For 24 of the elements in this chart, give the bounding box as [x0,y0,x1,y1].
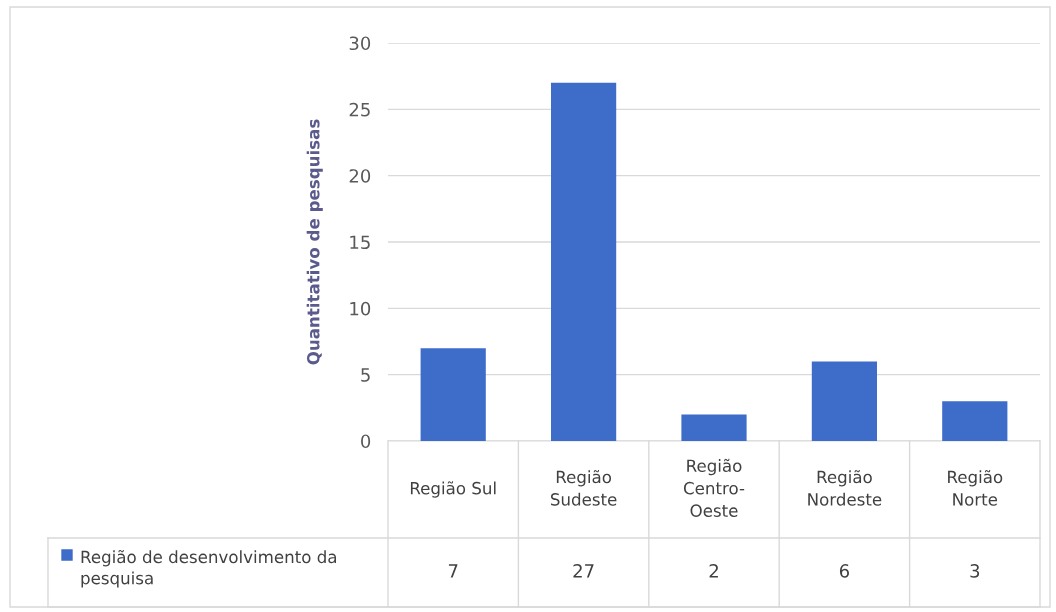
legend-label: Região de desenvolvimento da pesquisa [81,550,337,588]
y-axis-title: Quantitativo de pesquisas [306,119,323,365]
y-tick-label: 25 [349,102,370,117]
y-tick-label: 30 [349,36,371,51]
y-tick-label: 10 [350,301,371,316]
y-tick-label: 0 [361,434,371,449]
data-label: 2 [709,564,718,578]
x-tick-label: Região Centro-Oeste [683,458,745,517]
bar [551,82,617,441]
data-label: 27 [573,564,594,578]
y-tick-label: 5 [361,368,370,382]
x-tick-label: Região Nordeste [808,470,882,506]
bar [811,361,877,441]
y-tick-label: 20 [349,169,371,183]
data-label: 7 [448,564,458,578]
x-tick-label: Região Sul [410,481,496,498]
x-tick-label: Região Sudeste [550,470,617,506]
data-label: 3 [970,564,980,578]
bar [420,348,486,441]
data-label: 6 [839,564,850,578]
bar [681,414,747,441]
bar [942,401,1008,441]
y-tick-label: 15 [350,235,370,250]
x-tick-label: Região Norte [948,470,1003,506]
